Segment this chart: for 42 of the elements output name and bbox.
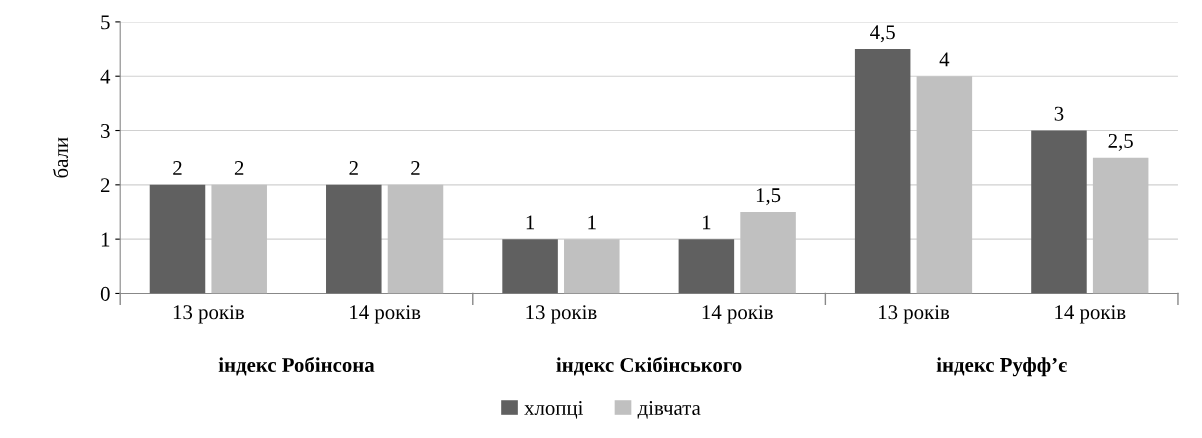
text: індекс Робінсона: [218, 356, 375, 376]
y-tick-label: 1: [101, 232, 110, 247]
bar: [387, 184, 444, 294]
legend-label: хлопці: [524, 401, 584, 419]
x-tick-label: 13 років: [173, 305, 244, 324]
x-tick-label: 14 років: [1055, 305, 1126, 324]
bar: [740, 211, 796, 294]
data-label: 4,5: [870, 25, 895, 43]
data-label: 4: [939, 52, 950, 67]
x-tick-label: 13 років: [526, 305, 597, 324]
y-axis-title: бали: [52, 137, 69, 178]
bar: [564, 239, 620, 294]
data-label: 1: [588, 215, 596, 230]
data-label: 3: [1054, 106, 1064, 121]
y-tick-label: 5: [101, 15, 110, 30]
bar: [502, 239, 558, 294]
x-tick-label: 14 років: [702, 305, 773, 324]
bar: [149, 184, 206, 294]
text: індекс Скібінського: [556, 356, 742, 376]
bar: [678, 239, 735, 294]
y-tick-label: 2: [100, 178, 110, 193]
bar: [1031, 130, 1087, 294]
y-tick-label: 3: [101, 123, 110, 138]
x-tick-label: 14 років: [350, 305, 421, 324]
y-tick-label: 4: [100, 69, 111, 84]
bar: [211, 184, 267, 294]
data-label: 1: [703, 215, 711, 230]
bar: [854, 49, 911, 294]
data-label: 2: [411, 161, 420, 175]
bar: [1092, 157, 1149, 294]
data-label: 1,5: [756, 188, 781, 206]
legend-label: дівчата: [637, 401, 701, 419]
data-label: 2: [349, 161, 358, 175]
text: індекс Руфф’є: [936, 357, 1067, 377]
data-label: 2,5: [1108, 133, 1133, 151]
data-label: 2: [234, 161, 244, 175]
data-label: 2: [173, 161, 182, 175]
y-tick-label: 0: [100, 286, 110, 301]
bar: [326, 184, 382, 294]
bar: [916, 76, 973, 294]
data-label: 1: [526, 215, 535, 230]
x-tick-label: 13 років: [879, 305, 950, 324]
